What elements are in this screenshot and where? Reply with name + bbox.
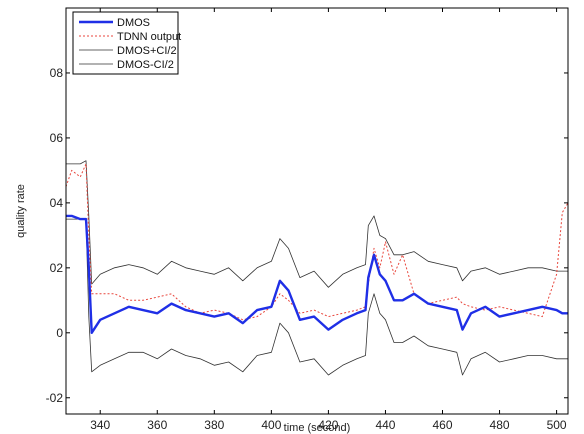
legend: DMOS TDNN output DMOS+CI/2 DMOS-CI/2 [72,11,181,75]
y-tick-label: 06 [50,131,64,145]
y-tick-label: 02 [50,261,64,275]
x-tick-label: 460 [432,418,452,432]
series-line-ci-plus [66,160,568,288]
legend-label-ci-plus: DMOS+CI/2 [117,45,177,57]
x-tick-label: 340 [90,418,110,432]
x-axis-ticks: 340 360 380 400 420 440 460 480 500 [90,8,567,432]
series-line-ci-minus [66,218,568,376]
y-tick-label: 08 [50,66,64,80]
x-tick-label: 440 [375,418,395,432]
legend-label-ci-minus: DMOS-CI/2 [117,59,174,71]
x-tick-label: 380 [204,418,224,432]
y-tick-label: 04 [50,196,64,210]
x-tick-label: 480 [490,418,510,432]
plot-frame [65,7,569,415]
series-layer [65,160,569,376]
legend-label-dmos: DMOS [117,17,150,29]
y-axis-ticks: -02 0 02 04 06 08 [46,66,568,405]
series-line-tdnn [65,163,569,321]
x-tick-label: 360 [147,418,167,432]
x-tick-label: 400 [261,418,281,432]
y-axis-title: quality rate [15,184,27,238]
x-axis-title: time (second) [284,422,351,434]
y-tick-label: -02 [46,391,64,405]
y-tick-label: 0 [56,326,63,340]
legend-label-tdnn: TDNN output [117,31,181,43]
series-line-dmos [66,214,568,334]
x-tick-label: 500 [547,418,567,432]
x-tick-label: 420 [318,418,338,432]
